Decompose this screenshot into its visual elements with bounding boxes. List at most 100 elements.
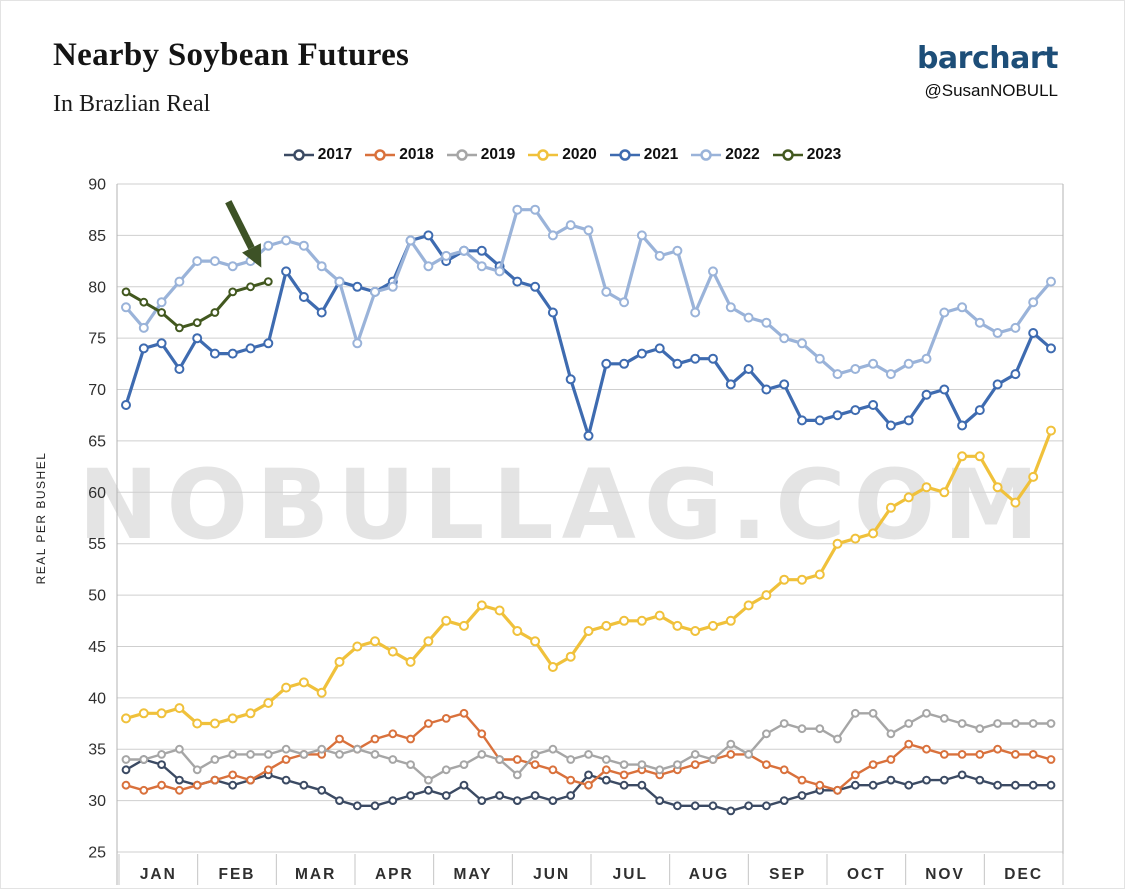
data-point-2022: [868, 358, 879, 369]
data-point-2020: [672, 620, 683, 631]
data-point-2019: [192, 765, 202, 775]
data-point-2021: [832, 410, 843, 421]
data-point-2020: [761, 590, 772, 601]
data-point-2021: [209, 348, 220, 359]
data-point-2022: [921, 353, 932, 364]
data-point-2021: [121, 400, 131, 410]
data-point-2019: [1028, 719, 1038, 728]
data-point-2018: [584, 780, 593, 790]
data-point-2021: [245, 343, 256, 354]
chart-legend: 2017 2018 2019 2020 2021 2022 2023: [1, 146, 1124, 164]
data-point-2020: [298, 677, 309, 688]
legend-label: 2023: [806, 146, 842, 163]
data-point-2019: [406, 760, 416, 769]
y-tick-label: 85: [88, 228, 106, 245]
data-point-2020: [974, 451, 985, 462]
data-point-2017: [299, 780, 309, 790]
data-point-2019: [939, 714, 949, 723]
data-point-2022: [974, 317, 985, 328]
data-point-2022: [352, 338, 363, 349]
legend-marker-icon: [365, 149, 396, 161]
data-point-2018: [886, 755, 896, 764]
data-point-2022: [992, 328, 1003, 338]
data-point-2022: [619, 297, 630, 308]
data-point-2019: [584, 750, 593, 759]
data-point-2022: [1010, 322, 1021, 333]
data-point-2022: [797, 338, 807, 349]
data-point-2022: [636, 230, 647, 241]
data-point-2020: [708, 620, 718, 631]
data-point-2020: [370, 636, 380, 647]
data-point-2020: [743, 600, 754, 611]
twitter-handle: @SusanNOBULL: [924, 81, 1059, 100]
data-point-2018: [690, 760, 700, 769]
data-point-2020: [156, 708, 167, 719]
data-point-2018: [210, 775, 220, 785]
data-point-2020: [423, 636, 434, 647]
month-label: NOV: [925, 866, 965, 883]
data-point-2020: [850, 533, 861, 544]
data-point-2019: [388, 755, 398, 764]
data-point-2020: [885, 502, 896, 513]
y-axis-label: REAL PER BUSHEL: [34, 452, 48, 585]
series-2021: [121, 230, 1056, 441]
data-point-2022: [174, 276, 185, 287]
data-point-2019: [993, 719, 1002, 728]
data-point-2017: [779, 796, 789, 805]
data-point-2023: [157, 308, 167, 317]
data-point-2019: [975, 724, 985, 734]
data-point-2017: [424, 785, 433, 795]
data-point-2019: [139, 755, 149, 764]
data-point-2018: [388, 729, 398, 739]
data-point-2020: [138, 708, 149, 719]
data-point-2022: [459, 245, 469, 256]
data-point-2022: [476, 261, 487, 272]
data-point-2020: [281, 682, 292, 693]
data-point-2017: [1028, 780, 1038, 790]
data-point-2022: [209, 256, 220, 267]
data-point-2020: [814, 569, 825, 580]
data-point-2020: [245, 708, 256, 719]
data-point-2017: [708, 801, 718, 811]
data-point-2019: [815, 724, 825, 734]
data-point-2019: [601, 755, 611, 764]
data-point-2021: [156, 338, 167, 349]
data-point-2021: [779, 379, 790, 390]
data-point-2020: [227, 713, 238, 724]
data-point-2021: [921, 389, 932, 400]
data-point-2020: [459, 620, 469, 631]
data-point-2022: [530, 204, 541, 215]
data-point-2020: [174, 703, 185, 714]
y-tick-label: 45: [88, 639, 106, 656]
data-point-2020: [316, 687, 327, 698]
data-point-2021: [1010, 369, 1021, 380]
data-point-2022: [690, 307, 701, 318]
data-point-2018: [904, 739, 914, 749]
data-point-2020: [352, 641, 363, 652]
data-point-2020: [1046, 425, 1056, 436]
month-label: OCT: [847, 866, 886, 883]
data-point-2018: [459, 708, 469, 718]
data-point-2019: [512, 770, 522, 780]
data-point-2021: [903, 415, 914, 426]
month-label: FEB: [219, 866, 256, 883]
y-tick-label: 50: [88, 588, 106, 605]
data-point-2017: [868, 780, 878, 790]
data-point-2018: [601, 765, 611, 775]
data-point-2017: [388, 796, 398, 805]
data-point-2018: [263, 765, 273, 775]
data-point-2019: [1046, 719, 1056, 728]
data-point-2020: [992, 482, 1003, 493]
data-point-2021: [583, 430, 594, 441]
legend-item-2019: 2019: [446, 146, 515, 164]
data-point-2017: [601, 775, 611, 785]
data-point-2019: [370, 750, 380, 759]
data-point-2019: [1011, 719, 1020, 728]
data-point-2017: [922, 775, 931, 785]
data-point-2020: [441, 615, 452, 626]
data-point-2017: [548, 796, 558, 805]
data-point-2022: [334, 276, 345, 287]
data-point-2019: [157, 750, 167, 759]
data-point-2022: [138, 322, 149, 333]
